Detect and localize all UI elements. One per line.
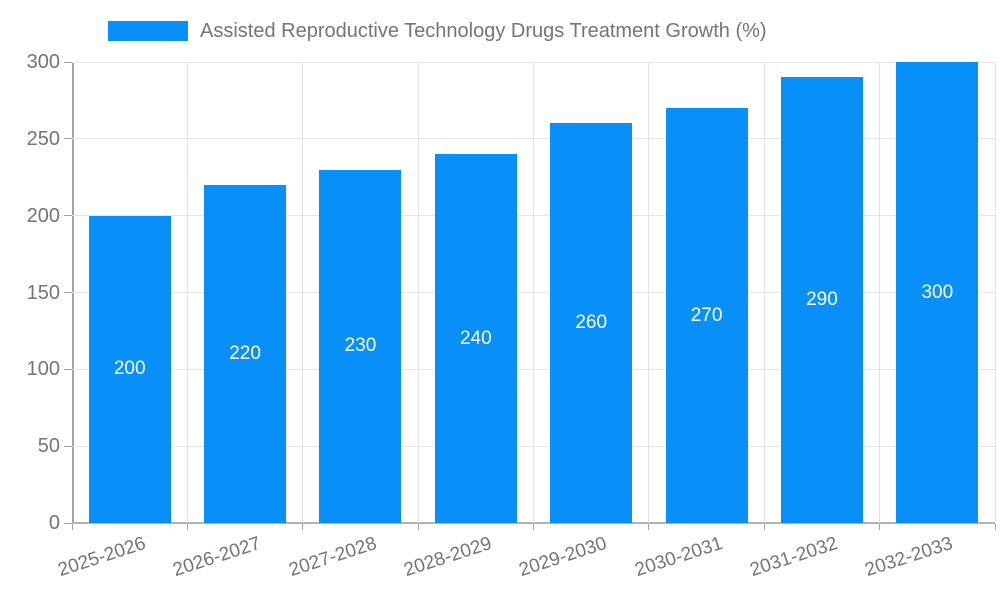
gridline-x-boundary — [417, 62, 419, 523]
gridline-x-boundary — [994, 62, 996, 523]
x-axis-line — [72, 522, 995, 524]
y-axis-tick-label: 0 — [48, 512, 60, 534]
gridline-x-boundary — [763, 62, 765, 523]
x-tick-mark — [302, 524, 304, 530]
bar-2027-2028[interactable] — [319, 169, 402, 523]
y-tick-mark — [64, 368, 72, 370]
y-tick-mark — [64, 292, 72, 293]
x-axis-tick-label: 2031-2032 — [747, 533, 841, 582]
bar-2032-2033[interactable] — [896, 62, 979, 523]
x-axis-tick-label: 2030-2031 — [632, 533, 726, 582]
bar-value-label: 290 — [806, 289, 838, 311]
x-tick-mark — [763, 524, 765, 530]
x-axis-tick-label: 2029-2030 — [516, 533, 610, 582]
bar-value-label: 200 — [113, 358, 146, 380]
x-tick-mark — [186, 524, 188, 530]
gridline-x-boundary — [186, 62, 188, 523]
y-axis-tick-label: 250 — [26, 127, 60, 150]
x-tick-mark — [879, 524, 881, 530]
y-tick-mark — [64, 522, 72, 524]
y-axis-tick-label: 100 — [26, 358, 60, 381]
bar-2026-2027[interactable] — [204, 184, 287, 523]
x-tick-mark — [648, 524, 650, 530]
bar-value-label: 240 — [459, 327, 492, 349]
y-tick-mark — [64, 138, 72, 140]
gridline-x-boundary — [533, 62, 534, 523]
gridline-x-boundary — [879, 62, 881, 523]
bar-value-label: 260 — [575, 312, 608, 334]
x-axis-tick-label: 2032-2033 — [862, 533, 956, 582]
gridline-x-boundary — [302, 62, 304, 523]
x-tick-mark — [417, 524, 419, 530]
y-tick-mark — [64, 215, 72, 217]
legend-label: Assisted Reproductive Technology Drugs T… — [200, 19, 767, 42]
x-axis-tick-label: 2025-2026 — [55, 533, 149, 582]
bar-2029-2030[interactable] — [550, 123, 633, 523]
x-axis-tick-label: 2028-2029 — [401, 533, 495, 582]
bar-value-label: 220 — [229, 342, 261, 364]
bar-value-label: 270 — [690, 304, 723, 326]
y-tick-mark — [64, 61, 72, 63]
x-tick-mark — [71, 524, 73, 530]
bar-value-label: 230 — [344, 335, 377, 357]
x-tick-mark — [533, 524, 534, 530]
bar-2031-2032[interactable] — [780, 77, 863, 523]
legend-swatch — [108, 21, 188, 41]
x-axis-tick-label: 2027-2028 — [286, 533, 379, 582]
y-axis-tick-label: 200 — [26, 204, 60, 227]
bar-2025-2026[interactable] — [88, 215, 171, 523]
y-tick-mark — [64, 445, 72, 447]
y-axis-tick-label: 150 — [26, 281, 60, 304]
legend: Assisted Reproductive Technology Drugs T… — [108, 19, 767, 42]
gridline-x-boundary — [648, 62, 650, 523]
x-tick-mark — [994, 524, 996, 530]
bar-2028-2029[interactable] — [434, 154, 517, 523]
y-axis-tick-label: 50 — [37, 435, 60, 458]
bar-value-label: 300 — [921, 281, 954, 303]
plot-area: 200 220 230 240 260 270 290 300 — [64, 61, 996, 530]
y-axis-tick-label: 300 — [26, 51, 60, 73]
bar-2030-2031[interactable] — [665, 108, 748, 523]
x-axis-tick-label: 2026-2027 — [170, 533, 264, 582]
